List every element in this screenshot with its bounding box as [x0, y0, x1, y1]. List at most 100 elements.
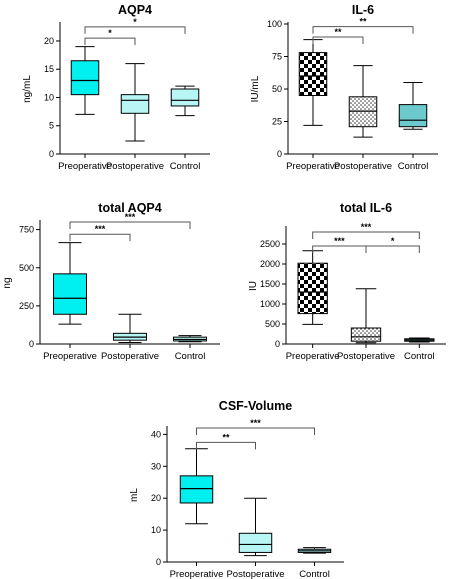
- bracket-line: [312, 245, 367, 253]
- y-axis-label: mL: [129, 488, 140, 502]
- bracket-line: [312, 231, 420, 239]
- bracket-line: [196, 427, 315, 435]
- y-tick-label: 40: [151, 429, 161, 439]
- y-tick-label: 50: [272, 84, 282, 94]
- iqr-box: [298, 52, 328, 96]
- y-tick-label: 10: [151, 525, 161, 535]
- chart-title: total IL-6: [340, 201, 392, 215]
- significance-label: ***: [95, 224, 106, 234]
- significance-bracket: ***: [69, 212, 191, 229]
- x-tick-label: Control: [175, 351, 206, 362]
- x-tick-label: Postoperative: [106, 161, 164, 172]
- x-tick-label: Control: [404, 351, 435, 362]
- y-axis-label: ng: [2, 277, 13, 288]
- y-tick-label: 2000: [260, 259, 280, 269]
- significance-bracket: *: [84, 28, 136, 46]
- box-control: [398, 82, 428, 130]
- y-tick-label: 0: [29, 339, 34, 349]
- y-tick-label: 25: [272, 117, 282, 127]
- y-tick-label: 500: [19, 263, 34, 273]
- iqr-box: [70, 60, 100, 96]
- y-tick-label: 1500: [260, 279, 280, 289]
- iqr-box: [350, 327, 382, 342]
- y-tick-label: 750: [19, 225, 34, 235]
- box-preoperative: [179, 448, 214, 525]
- significance-bracket: ***: [196, 418, 315, 435]
- box-postoperative: [238, 497, 273, 557]
- y-tick-label: 0: [277, 149, 282, 159]
- x-tick-label: Control: [299, 569, 330, 579]
- y-tick-label: 0: [49, 149, 54, 159]
- x-tick-label: Control: [170, 161, 201, 172]
- x-tick-label: Control: [398, 161, 429, 172]
- significance-label: **: [359, 17, 367, 27]
- box-preoperative: [70, 46, 100, 115]
- x-tick-label: Postoperative: [226, 569, 284, 579]
- significance-label: ***: [361, 222, 372, 232]
- x-tick-label: Preoperative: [58, 161, 112, 172]
- iqr-box: [348, 96, 378, 128]
- significance-label: ***: [334, 236, 345, 246]
- bracket-line: [365, 245, 420, 253]
- x-tick-label: Preoperative: [170, 569, 224, 579]
- iqr-box: [120, 94, 150, 114]
- significance-bracket: ***: [69, 224, 131, 242]
- significance-bracket: **: [196, 432, 256, 450]
- significance-label: ***: [250, 418, 261, 428]
- y-tick-label: 500: [265, 319, 280, 329]
- significance-bracket: **: [312, 17, 414, 34]
- y-tick-label: 75: [272, 52, 282, 62]
- y-axis-label: ng/mL: [22, 75, 33, 103]
- iqr-box: [238, 532, 273, 553]
- significance-bracket: *: [84, 17, 186, 34]
- bracket-line: [312, 36, 364, 44]
- significance-label: **: [222, 432, 230, 442]
- y-tick-label: 20: [44, 36, 54, 46]
- significance-label: *: [391, 236, 395, 246]
- chart-panel: total AQP4 ng 0 250 500 750 Preoperative Postop…: [2, 201, 220, 362]
- chart-panel: AQP4 ng/mL 0 5 10 15 20 PreoperativePostoperati…: [22, 3, 210, 172]
- significance-label: ***: [125, 212, 136, 222]
- significance-label: *: [133, 17, 137, 27]
- chart-panels: AQP4ng/mL05101520PreoperativePostoperati…: [2, 3, 446, 579]
- box-control: [170, 85, 200, 117]
- box-preoperative: [53, 242, 87, 325]
- box-postoperative: [113, 313, 147, 343]
- iqr-box: [297, 262, 328, 315]
- box-postoperative: [350, 288, 382, 344]
- box-control: [297, 547, 332, 554]
- x-tick-label: Postoperative: [337, 351, 395, 362]
- y-tick-label: 5: [49, 121, 54, 131]
- box-control: [173, 335, 207, 343]
- chart-panel: CSF-Volume mL 0 10 20 30 40 Preoperative Postope…: [129, 399, 344, 579]
- bracket-line: [196, 441, 256, 450]
- significance-label: **: [334, 27, 342, 37]
- y-tick-label: 0: [156, 557, 161, 567]
- chart-title: AQP4: [118, 3, 152, 17]
- y-tick-label: 10: [44, 92, 54, 102]
- significance-bracket: **: [312, 27, 364, 44]
- iqr-box: [53, 273, 87, 315]
- x-tick-label: Preoperative: [43, 351, 97, 362]
- x-tick-label: Preoperative: [286, 351, 340, 362]
- box-control: [404, 337, 435, 343]
- y-tick-label: 0: [275, 339, 280, 349]
- chart-title: total AQP4: [98, 201, 161, 215]
- y-tick-label: 20: [151, 493, 161, 503]
- x-tick-label: Postoperative: [101, 351, 159, 362]
- x-tick-label: Preoperative: [286, 161, 340, 172]
- chart-panel: IL-6 IU/mL 0 25 50 75 100 PreoperativePostopera…: [250, 3, 438, 172]
- y-tick-label: 100: [267, 19, 282, 29]
- significance-label: *: [108, 28, 112, 38]
- significance-bracket: *: [365, 236, 420, 253]
- bracket-line: [84, 26, 186, 34]
- y-tick-label: 1000: [260, 299, 280, 309]
- iqr-box: [170, 88, 200, 107]
- y-axis-label: IU/mL: [250, 75, 261, 102]
- chart-title: IL-6: [352, 3, 374, 17]
- y-tick-label: 30: [151, 461, 161, 471]
- y-tick-label: 15: [44, 64, 54, 74]
- iqr-box: [398, 104, 428, 128]
- x-tick-label: Postoperative: [334, 161, 392, 172]
